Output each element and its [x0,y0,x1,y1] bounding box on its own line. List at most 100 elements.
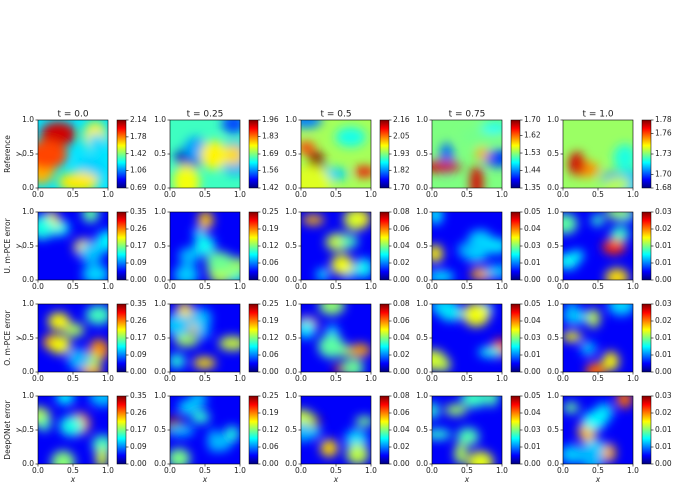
x-tick-label: 0.5 [330,282,342,291]
colorbar-tick-label: 0.05 [524,391,541,400]
colorbar [379,211,390,281]
y-tick-label: 0.0 [547,367,559,376]
colorbar-tick-label: 0.08 [393,391,410,400]
field-blobs [432,304,502,372]
colorbar [248,119,259,189]
field-blob [432,161,462,173]
field-blob [563,213,578,235]
y-tick-label: 0.5 [285,241,297,250]
colorbar-tick-label: 0.26 [130,224,147,233]
field-blob [82,264,108,280]
field-blobs [301,304,371,372]
colorbar [510,395,521,465]
field [432,120,502,188]
panel-title: t = 1.0 [582,110,613,120]
colorbar-tick-label: 0.26 [130,408,147,417]
field-blob [301,141,315,154]
field-blob [301,428,315,442]
colorbar-tick-label: 0.09 [130,442,147,451]
y-tick-label: 1.0 [154,299,166,308]
colorbar-tick-label: 0.08 [393,207,410,216]
field-blob [581,448,605,464]
colorbar [510,211,521,281]
x-tick-label: 0.0 [32,466,44,475]
x-tick-label: 1.0 [234,374,246,383]
colorbar-tick-label: 0.02 [655,316,672,325]
colorbar-tick-label: 0.06 [393,408,410,417]
field-blob [603,176,631,188]
y-tick-label: 1.0 [285,115,297,124]
y-tick-label: 0.0 [285,183,297,192]
y-tick-label: 1.0 [416,115,428,124]
field-blob [64,323,85,337]
colorbar-tick-label: 0.00 [130,459,147,468]
x-tick-label: 0.0 [164,282,176,291]
colorbar-tick-label: 0.05 [524,207,541,216]
field-blob [355,416,371,427]
x-tick-label: 1.0 [496,466,508,475]
y-tick-label: 0.5 [416,149,428,158]
colorbar-tick-label: 1.06 [130,166,147,175]
x-tick-label: 0.5 [592,466,604,475]
field [170,120,240,188]
x-tick-label: 1.0 [496,190,508,199]
colorbar-tick-label: 0.03 [655,207,672,216]
field-blob [460,396,488,408]
field-blob [178,399,197,415]
field-blob [79,241,104,265]
field [301,304,371,372]
colorbar-tick-label: 0.00 [655,459,672,468]
colorbar-tick-label: 1.53 [524,148,541,157]
x-axis-label: x [333,475,339,484]
field-blob [467,451,494,464]
colorbar-tick-label: 0.06 [393,224,410,233]
field-blob [38,416,51,432]
field-blobs [432,212,502,280]
field-blob [484,264,502,279]
x-tick-label: 1.0 [234,282,246,291]
field [563,120,633,188]
colorbar-tick-label: 0.17 [130,333,147,342]
field-blob [346,444,369,464]
y-tick-label: 0.0 [154,275,166,284]
field [38,396,108,464]
x-tick-label: 0.0 [295,374,307,383]
x-tick-label: 0.0 [164,190,176,199]
field-blobs [301,409,371,464]
field-blob [192,228,205,239]
x-tick-label: 1.0 [627,374,639,383]
y-tick-label: 1.0 [22,207,34,216]
colorbar-tick-label: 0.00 [655,275,672,284]
y-tick-label: 1.0 [547,391,559,400]
field [563,396,633,464]
field-blobs [432,123,502,188]
colorbar-tick-label: 0.00 [655,367,672,376]
field-blob [435,357,451,372]
field [432,304,502,372]
y-tick-label: 0.5 [547,333,559,342]
colorbar [248,211,259,281]
x-tick-label: 0.0 [32,374,44,383]
y-tick-label: 1.0 [416,299,428,308]
field-blob [56,396,75,405]
field-blobs [432,396,499,464]
field-blob [563,331,583,342]
colorbar [641,303,652,373]
y-tick-label: 1.0 [547,115,559,124]
colorbar [379,395,390,465]
field-blob [301,319,316,339]
x-tick-label: 0.5 [330,466,342,475]
colorbar-tick-label: 0.03 [655,391,672,400]
field-blob [38,140,68,170]
y-tick-label: 0.0 [416,367,428,376]
field-blob [616,396,633,409]
field-blob [344,212,363,231]
y-tick-label: 0.5 [154,425,166,434]
colorbar-tick-label: 0.02 [655,224,672,233]
x-tick-label: 0.5 [330,190,342,199]
colorbar [641,211,652,281]
colorbar-tick-label: 0.08 [393,299,410,308]
field-blobs [563,212,633,280]
field-blob [582,411,607,431]
field-blobs [38,212,108,280]
